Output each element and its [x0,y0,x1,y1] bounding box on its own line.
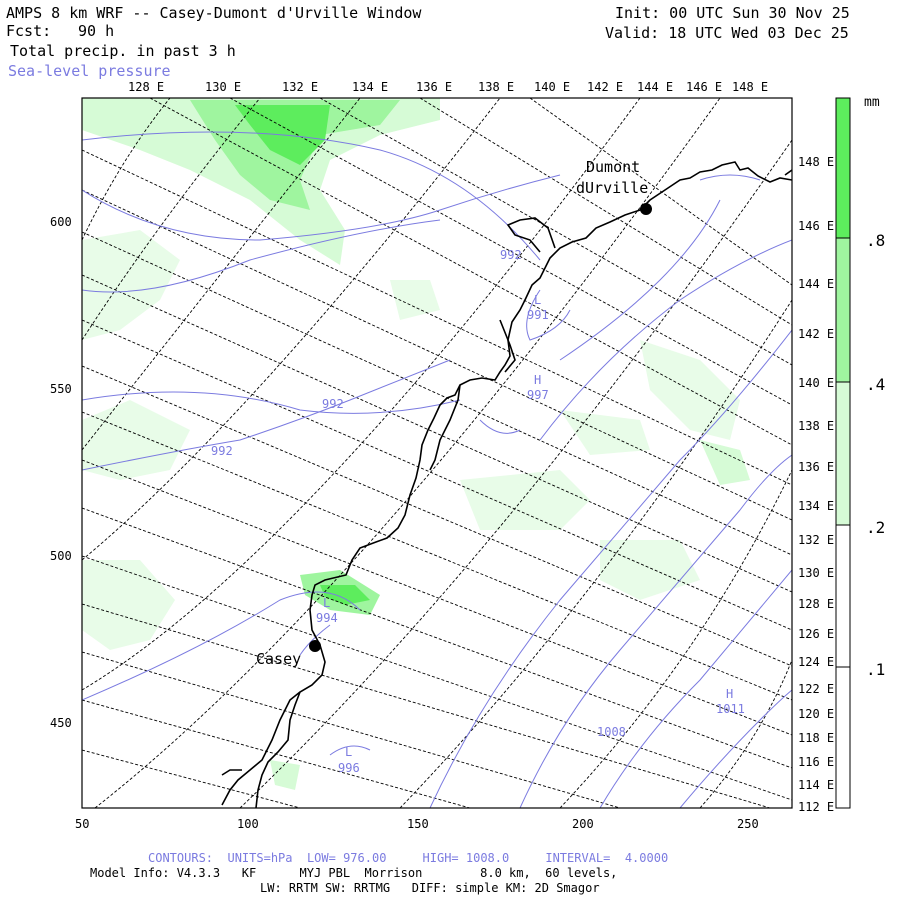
top-lon-label: 136 E [416,80,452,94]
top-longitude-labels: 128 E 130 E 132 E 134 E 136 E 138 E 140 … [128,80,768,94]
pressure-value-label: 992 [322,397,344,411]
meridian-lines [82,98,792,808]
station-label-durville: dUrville [576,179,648,197]
x-tick-label: 250 [737,817,759,831]
precip-shading [82,98,750,790]
station-label-dumont: Dumont [586,158,640,176]
plot-frame [81,97,793,809]
right-lon-label: 124 E [798,655,834,669]
top-lon-label: 148 E [732,80,768,94]
right-lon-label: 144 E [798,277,834,291]
low-center-label: L [534,293,541,307]
pressure-value-label: 997 [527,388,549,402]
top-lon-label: 132 E [282,80,318,94]
pressure-value-label: 1011 [716,702,745,716]
x-tick-label: 100 [237,817,259,831]
pressure-value-label: 991 [527,308,549,322]
contour-info: CONTOURS: UNITS=hPa LOW= 976.00 HIGH= 10… [148,851,669,865]
right-lon-label: 122 E [798,682,834,696]
right-lon-label: 118 E [798,731,834,745]
slp-contours [82,131,792,808]
high-center-label: H [534,373,541,387]
right-lon-label: 120 E [798,707,834,721]
top-lon-label: 142 E [587,80,623,94]
colorbar-label: .1 [866,660,885,679]
map-title: AMPS 8 km WRF -- Casey-Dumont d'Urville … [6,4,422,22]
forecast-hour-label: Fcst: [6,22,52,40]
colorbar-label: .4 [866,375,885,394]
right-longitude-labels: 148 E 146 E 144 E 142 E 140 E 138 E 136 … [798,155,834,814]
top-lon-label: 128 E [128,80,164,94]
overlay-name: Sea-level pressure [8,62,171,80]
top-lon-label: 146 E [686,80,722,94]
right-lon-label: 140 E [798,376,834,390]
top-lon-label: 134 E [352,80,388,94]
y-tick-label: 550 [50,382,72,396]
high-center-label: H [726,687,733,701]
colorbar-label: .2 [866,518,885,537]
station-labels: Dumont dUrville Casey [256,158,648,668]
right-lon-label: 128 E [798,597,834,611]
right-lon-label: 132 E [798,533,834,547]
colorbar-segment [836,98,850,238]
pressure-value-label: 992 [500,248,522,262]
pressure-value-label: 996 [338,761,360,775]
pressure-value-label: 992 [211,444,233,458]
x-tick-label: 50 [75,817,89,831]
colorbar-segment [836,238,850,382]
low-center-label: L [323,596,330,610]
x-tick-label: 150 [407,817,429,831]
right-lon-label: 134 E [798,499,834,513]
station-label-casey: Casey [256,650,301,668]
right-lon-label: 126 E [798,627,834,641]
top-lon-label: 144 E [637,80,673,94]
precip-colorbar [835,97,851,809]
y-tick-label: 500 [50,549,72,563]
right-lon-label: 148 E [798,155,834,169]
right-lon-label: 114 E [798,778,834,792]
init-time: Init: 00 UTC Sun 30 Nov 25 [615,4,850,22]
physics-info: LW: RRTM SW: RRTMG DIFF: simple KM: 2D S… [260,881,600,895]
field-name: Total precip. in past 3 h [10,42,236,60]
top-lon-label: 140 E [534,80,570,94]
right-lon-label: 136 E [798,460,834,474]
pressure-labels: 992 992 992 L 991 H 997 L 994 L 996 H 10… [211,248,745,775]
pressure-value-label: 1008 [597,725,626,739]
colorbar-labels: mm .8 .4 .2 .1 [864,95,885,679]
top-lon-label: 138 E [478,80,514,94]
right-lon-label: 146 E [798,219,834,233]
dumont-durville-marker [640,203,652,215]
pressure-value-label: 994 [316,611,338,625]
valid-time: Valid: 18 UTC Wed 03 Dec 25 [605,24,849,42]
right-lon-label: 112 E [798,800,834,814]
colorbar-unit: mm [864,95,880,110]
casey-marker [309,640,321,652]
y-grid-ticks: 600 550 500 450 [50,215,72,730]
plot-area [82,98,792,808]
forecast-hour-value: 90 h [78,22,115,40]
right-lon-label: 116 E [798,755,834,769]
x-tick-label: 200 [572,817,594,831]
colorbar-segment [836,382,850,525]
colorbar-label: .8 [866,231,885,250]
model-info: Model Info: V4.3.3 KF MYJ PBL Morrison 8… [90,866,618,880]
y-tick-label: 450 [50,716,72,730]
right-lon-label: 130 E [798,566,834,580]
low-center-label: L [345,745,352,759]
parallel-lines [82,98,792,808]
coastline [221,161,792,808]
y-tick-label: 600 [50,215,72,229]
x-grid-ticks: 50 100 150 200 250 [75,817,759,831]
top-lon-label: 130 E [205,80,241,94]
right-lon-label: 138 E [798,419,834,433]
right-lon-label: 142 E [798,327,834,341]
